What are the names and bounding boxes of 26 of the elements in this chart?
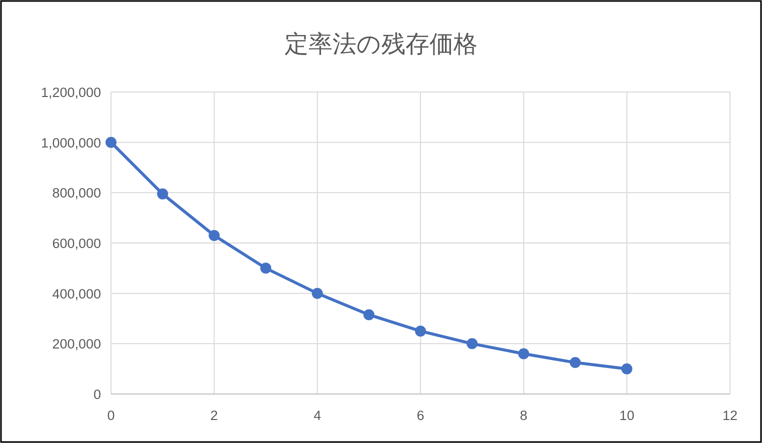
point <box>157 188 168 200</box>
x-tick-label: 8 <box>520 408 528 423</box>
y-tick-label: 400,000 <box>52 286 101 302</box>
point <box>570 357 581 368</box>
x-tick-label: 12 <box>722 408 738 423</box>
chart-title: 定率法の残存価格 <box>284 31 478 58</box>
x-tick-label: 0 <box>107 408 115 423</box>
point <box>106 136 116 148</box>
point <box>260 262 272 274</box>
point <box>466 338 478 350</box>
point <box>208 230 220 241</box>
x-tick-label: 4 <box>314 408 322 423</box>
x-tick-label: 2 <box>210 408 218 423</box>
point <box>415 326 426 337</box>
y-tick-label: 800,000 <box>52 186 101 201</box>
point <box>312 288 323 299</box>
x-tick-label: 6 <box>416 408 424 423</box>
point <box>363 309 374 320</box>
y-tick-label: 600,000 <box>52 236 101 251</box>
y-tick-label: 1,200,000 <box>40 85 101 100</box>
y-tick-label: 0 <box>93 387 101 402</box>
y-tick-label: 1,000,000 <box>40 135 101 150</box>
point <box>621 363 632 374</box>
x-tick-label: 10 <box>619 408 634 423</box>
y-tick-label: 200,000 <box>52 336 101 352</box>
point <box>518 348 530 360</box>
